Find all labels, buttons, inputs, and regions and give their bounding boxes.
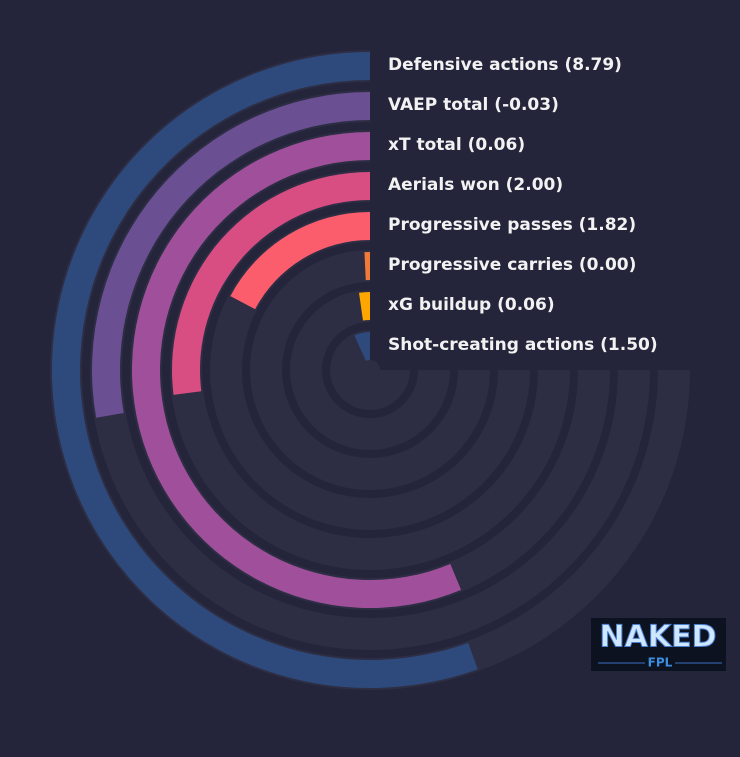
bar-label: Aerials won (2.00) (388, 175, 563, 195)
bars (51, 52, 478, 688)
bar-label: Defensive actions (8.79) (388, 55, 622, 75)
track (330, 330, 410, 410)
center (360, 360, 380, 380)
bar-label: Progressive carries (0.00) (388, 255, 636, 275)
bar (359, 292, 370, 321)
labels: Defensive actions (8.79) VAEP total (-0.0… (388, 55, 658, 355)
bar (364, 252, 370, 281)
bar (230, 212, 370, 310)
logo-subtitle: FPL (648, 656, 673, 670)
bar (354, 332, 370, 361)
track (290, 290, 450, 450)
bar-label: xT total (0.06) (388, 135, 525, 155)
logo: NAKED FPL (591, 618, 726, 671)
bar-label: Shot-creating actions (1.50) (388, 335, 658, 355)
bar (91, 92, 371, 418)
bar-label: xG buildup (0.06) (388, 295, 555, 315)
tracks (50, 50, 690, 690)
logo-title: NAKED (600, 620, 717, 655)
bar-label: VAEP total (-0.03) (388, 95, 559, 115)
logo-box (591, 618, 726, 671)
bar-label: Progressive passes (1.82) (388, 215, 636, 235)
bar (171, 172, 370, 395)
